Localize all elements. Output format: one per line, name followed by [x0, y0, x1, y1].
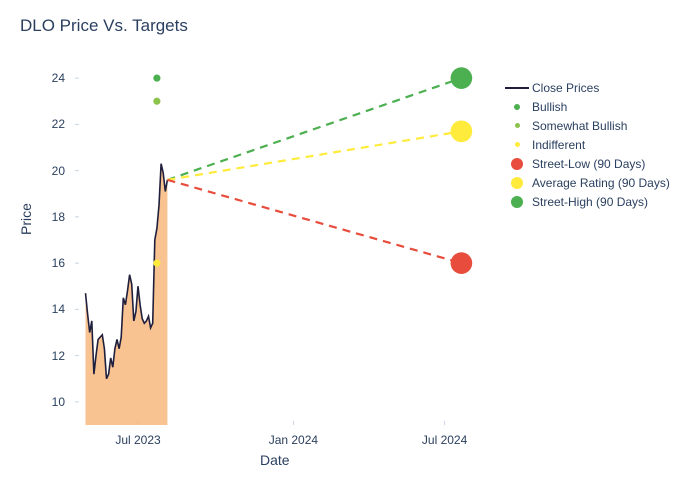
legend-item[interactable]: Somewhat Bullish	[502, 116, 670, 135]
y-tick: 24	[35, 71, 65, 85]
legend-marker	[502, 142, 532, 147]
legend-item[interactable]: Bullish	[502, 97, 670, 116]
legend-label: Street-Low (90 Days)	[532, 157, 645, 171]
legend-marker	[502, 87, 532, 89]
y-axis-label: Price	[18, 203, 34, 235]
y-tick: 18	[35, 210, 65, 224]
legend-marker	[502, 123, 532, 128]
legend-label: Somewhat Bullish	[532, 119, 627, 133]
x-tick: Jul 2024	[422, 433, 467, 447]
legend-label: Bullish	[532, 100, 567, 114]
y-tick: 16	[35, 256, 65, 270]
projection-average-rating	[167, 131, 461, 180]
rating-dot	[153, 75, 160, 82]
projection-dot-average-rating	[451, 120, 473, 142]
legend-item[interactable]: Street-High (90 Days)	[502, 192, 670, 211]
plot-svg	[75, 55, 495, 425]
legend-item[interactable]: Indifferent	[502, 135, 670, 154]
legend-label: Average Rating (90 Days)	[532, 176, 670, 190]
projection-dot-street-low	[451, 252, 473, 274]
chart-container: DLO Price Vs. Targets Price Date 1012141…	[0, 0, 700, 500]
legend-marker	[502, 196, 532, 208]
plot-area: 1012141618202224 Jul 2023Jan 2024Jul 202…	[75, 55, 495, 425]
legend: Close Prices Bullish Somewhat Bullish Indif…	[502, 78, 670, 211]
legend-label: Close Prices	[532, 81, 599, 95]
y-tick: 22	[35, 117, 65, 131]
projection-dot-street-high	[451, 67, 473, 89]
rating-dot	[153, 98, 160, 105]
x-axis-label: Date	[260, 452, 290, 468]
legend-label: Indifferent	[532, 138, 585, 152]
x-tick: Jan 2024	[269, 433, 318, 447]
projection-street-high	[167, 78, 461, 180]
rating-dot	[153, 260, 160, 267]
legend-marker	[502, 177, 532, 189]
chart-title: DLO Price Vs. Targets	[20, 16, 188, 36]
legend-label: Street-High (90 Days)	[532, 195, 648, 209]
legend-item[interactable]: Close Prices	[502, 78, 670, 97]
y-tick: 10	[35, 395, 65, 409]
legend-item[interactable]: Average Rating (90 Days)	[502, 173, 670, 192]
legend-marker	[502, 158, 532, 170]
legend-marker	[502, 104, 532, 110]
y-tick: 12	[35, 349, 65, 363]
x-tick: Jul 2023	[115, 433, 160, 447]
legend-item[interactable]: Street-Low (90 Days)	[502, 154, 670, 173]
y-tick: 14	[35, 302, 65, 316]
y-tick: 20	[35, 164, 65, 178]
projection-street-low	[167, 180, 461, 263]
